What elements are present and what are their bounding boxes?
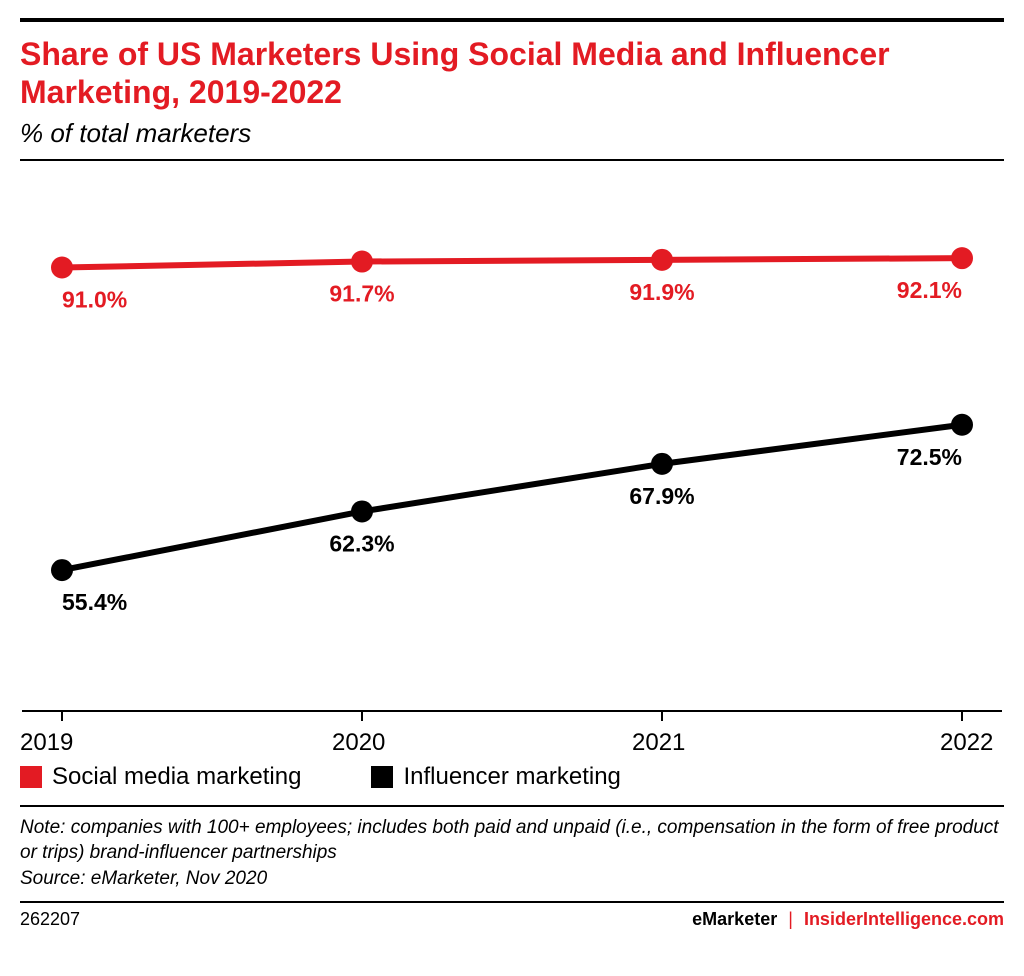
svg-text:92.1%: 92.1% — [897, 277, 962, 303]
x-axis-label: 2019 — [20, 729, 73, 757]
footer: 262207 eMarketer | InsiderIntelligence.c… — [20, 903, 1004, 930]
svg-text:91.0%: 91.0% — [62, 286, 127, 312]
x-axis-label: 2020 — [332, 729, 385, 757]
svg-text:91.7%: 91.7% — [329, 280, 394, 306]
brand-emarketer: eMarketer — [692, 909, 777, 929]
chart-subtitle: % of total marketers — [20, 118, 1004, 149]
chart-title: Share of US Marketers Using Social Media… — [20, 36, 1004, 112]
line-chart: 91.0% 91.7% 91.9% 92.1% 55.4% 62.3% 67.9% 72.5% — [20, 161, 1004, 721]
legend-item: Social media marketing — [20, 763, 301, 791]
note-source: Source: eMarketer, Nov 2020 — [20, 868, 267, 889]
legend: Social media marketing Influencer marketi… — [20, 755, 1004, 805]
footer-id: 262207 — [20, 909, 80, 930]
svg-text:62.3%: 62.3% — [329, 530, 394, 556]
legend-swatch — [20, 766, 42, 788]
svg-text:67.9%: 67.9% — [629, 482, 694, 508]
brand-separator: | — [782, 909, 799, 929]
legend-label: Influencer marketing — [403, 763, 620, 791]
x-axis-label: 2021 — [632, 729, 685, 757]
chart-note: Note: companies with 100+ employees; inc… — [20, 807, 1004, 898]
svg-text:91.9%: 91.9% — [629, 278, 694, 304]
svg-text:72.5%: 72.5% — [897, 443, 962, 469]
x-axis-labels: 2019 2020 2021 2022 — [20, 721, 1004, 755]
x-axis-label: 2022 — [940, 729, 993, 757]
note-text: Note: companies with 100+ employees; inc… — [20, 817, 999, 864]
chart-svg: 91.0% 91.7% 91.9% 92.1% 55.4% 62.3% 67.9% 72.5% — [20, 161, 1004, 721]
legend-label: Social media marketing — [52, 763, 301, 791]
footer-brands: eMarketer | InsiderIntelligence.com — [692, 909, 1004, 930]
legend-swatch — [371, 766, 393, 788]
top-rule — [20, 18, 1004, 22]
svg-text:55.4%: 55.4% — [62, 589, 127, 615]
legend-item: Influencer marketing — [371, 763, 620, 791]
brand-insider: InsiderIntelligence.com — [804, 909, 1004, 929]
